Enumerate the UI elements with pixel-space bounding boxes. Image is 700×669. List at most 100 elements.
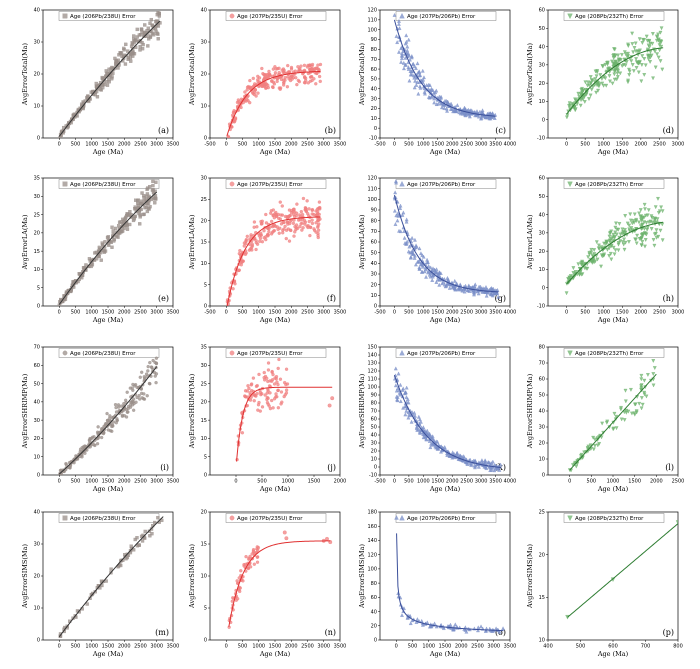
y-tick-label: 10 — [201, 436, 207, 442]
data-point — [99, 435, 104, 440]
data-point — [398, 392, 402, 397]
data-point — [278, 200, 282, 204]
data-point — [284, 388, 289, 392]
x-tick-label: 2000 — [285, 310, 298, 316]
legend: Age (207Pb/235U) Error — [225, 179, 327, 189]
data-point — [659, 26, 664, 31]
x-tick-label: -500 — [374, 479, 385, 485]
data-point — [111, 424, 115, 428]
y-tick-label: 10 — [371, 457, 377, 463]
data-point — [266, 361, 271, 365]
data-point — [257, 400, 261, 405]
y-tick-label: 10 — [539, 267, 545, 273]
panel-letter: (a) — [158, 126, 169, 135]
data-layer — [235, 357, 335, 462]
data-point — [653, 216, 658, 221]
data-point — [113, 403, 118, 407]
legend: Age (207Pb/235U) Error — [225, 11, 327, 21]
data-point — [131, 218, 136, 223]
data-point — [630, 228, 635, 233]
data-point — [480, 459, 484, 464]
x-tick-label: 1500 — [439, 644, 452, 650]
data-point — [255, 555, 260, 559]
data-point — [294, 76, 298, 80]
y-tick-label: 30 — [371, 441, 377, 447]
data-point — [282, 394, 286, 399]
data-point — [116, 66, 120, 70]
data-point — [496, 294, 501, 299]
data-point — [656, 197, 660, 201]
data-point — [153, 520, 157, 525]
data-point — [643, 231, 648, 236]
y-tick-label: 0 — [37, 304, 40, 310]
data-point — [640, 215, 645, 220]
panel-o: 0 500 1000 1500 2000 2500 3000 3500 0 20 40 60 80 100… — [358, 510, 516, 658]
fit-line — [58, 191, 158, 305]
data-point — [574, 464, 579, 469]
data-point — [424, 274, 428, 279]
data-point — [99, 258, 103, 262]
data-point — [299, 222, 303, 226]
data-point — [289, 65, 294, 70]
data-point — [612, 47, 616, 51]
data-point — [266, 379, 270, 384]
data-point — [427, 272, 432, 277]
y-tick-label: 15 — [201, 542, 207, 548]
y-tick-label: 80 — [539, 345, 545, 351]
data-point — [105, 83, 110, 87]
y-tick-label: 10 — [539, 638, 545, 644]
data-point — [435, 277, 440, 282]
data-point — [600, 77, 604, 81]
legend-label: Age (207Pb/206Pb) Error — [407, 182, 476, 188]
data-point — [146, 44, 150, 48]
data-point — [272, 82, 277, 86]
data-point — [145, 209, 150, 214]
y-tick-label: 0 — [204, 638, 207, 644]
data-point — [394, 515, 399, 520]
fit-line — [226, 216, 321, 306]
data-point — [85, 602, 89, 606]
data-point — [590, 258, 595, 263]
x-tick-label: 3000 — [317, 644, 330, 650]
data-point — [651, 383, 656, 388]
data-point — [490, 287, 495, 291]
data-point — [138, 222, 142, 226]
data-point — [430, 274, 435, 279]
y-tick-label: 60 — [371, 67, 377, 73]
data-point — [302, 80, 307, 85]
y-tick-label: 140 — [367, 538, 377, 544]
data-point — [623, 214, 628, 218]
data-point — [78, 447, 83, 451]
data-point — [314, 221, 318, 225]
data-point — [286, 227, 290, 231]
data-point — [593, 443, 597, 448]
data-point — [152, 33, 156, 37]
data-point — [113, 226, 118, 231]
data-point — [247, 556, 251, 560]
data-point — [422, 89, 427, 94]
fit-line — [567, 523, 678, 618]
data-point — [418, 84, 422, 89]
data-point — [266, 368, 271, 372]
y-tick-label: 50 — [539, 393, 545, 399]
legend-box — [225, 513, 327, 523]
panel-e: 0 500 1000 1500 2000 2500 3000 3500 0 5 10 15 20 25 30… — [21, 176, 179, 324]
data-point — [608, 251, 613, 256]
data-point — [436, 446, 440, 451]
y-tick-label: 20 — [371, 106, 377, 112]
data-point — [265, 400, 270, 405]
x-tick-label: 4000 — [504, 479, 517, 485]
data-point — [237, 268, 241, 273]
data-point — [424, 83, 429, 87]
data-point — [612, 77, 617, 82]
data-point — [652, 366, 657, 371]
x-tick-label: 3500 — [167, 310, 180, 316]
data-point — [412, 64, 417, 68]
y-tick-label: 25 — [34, 212, 40, 218]
y-tick-label: 80 — [371, 581, 377, 587]
data-point — [634, 57, 638, 61]
data-point — [658, 228, 663, 233]
data-point — [616, 242, 621, 247]
data-point — [251, 76, 255, 81]
data-point — [77, 272, 81, 276]
